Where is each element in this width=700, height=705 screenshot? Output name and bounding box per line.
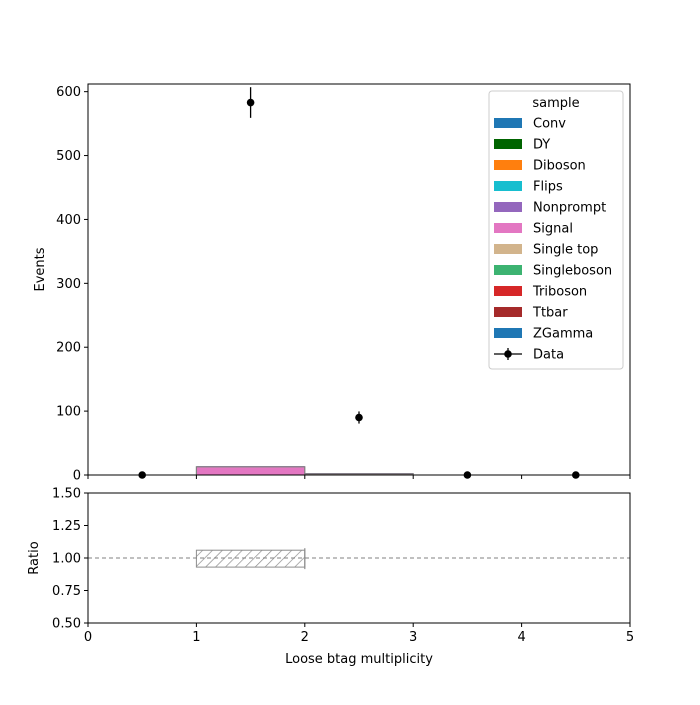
legend-swatch-conv	[494, 118, 522, 128]
x-tick-label: 1	[192, 630, 200, 645]
legend-box	[488, 90, 624, 370]
legend-swatch-single-top	[494, 244, 522, 254]
legend-label-singleboson: Singleboson	[533, 264, 612, 279]
stack-bar-signal	[196, 467, 305, 475]
legend-swatch-triboson	[494, 286, 522, 296]
legend-label-dy: DY	[533, 138, 550, 153]
legend-title: sample	[532, 96, 579, 111]
legend-label-single-top: Single top	[533, 243, 598, 258]
ratio-y-axis-label: Ratio	[27, 541, 42, 574]
stack-total-outline	[304, 473, 414, 475]
main-y-tick-label: 400	[56, 213, 81, 228]
ratio-x-ticks: 0 1 2 3 4 5	[84, 623, 634, 645]
x-tick-label: 5	[626, 630, 634, 645]
ratio-uncertainty-band	[195, 548, 306, 570]
x-axis-label: Loose btag multiplicity	[285, 652, 433, 667]
legend-label-data: Data	[533, 348, 564, 363]
legend-label-diboson: Diboson	[533, 159, 586, 174]
legend-swatch-data	[504, 350, 512, 358]
data-point	[246, 98, 255, 107]
main-y-tick-label: 0	[73, 469, 81, 484]
legend-swatch-singleboson	[494, 265, 522, 275]
main-y-tick-label: 200	[56, 341, 81, 356]
ratio-y-tick-label: 1.50	[52, 487, 81, 502]
legend-swatch-ttbar	[494, 307, 522, 317]
ratio-y-tick-label: 1.00	[52, 552, 81, 567]
ratio-y-ticks: 0.50 0.75 1.00 1.25 1.50	[52, 487, 88, 632]
legend-swatch-dy	[494, 139, 522, 149]
legend-label-conv: Conv	[533, 117, 566, 132]
main-panel-frame	[87, 83, 631, 476]
main-y-tick-label: 300	[56, 277, 81, 292]
main-stack-bars	[195, 466, 414, 475]
x-tick-label: 0	[84, 630, 92, 645]
ratio-y-tick-label: 0.75	[52, 584, 81, 599]
legend-swatch-signal	[494, 223, 522, 233]
main-x-ticks	[87, 475, 631, 479]
main-y-ticks: 0 100 200 300 400 500 600	[56, 85, 88, 484]
main-y-axis-label: Events	[33, 247, 48, 291]
legend-swatch-flips	[494, 181, 522, 191]
legend-label-signal: Signal	[533, 222, 573, 237]
legend-swatch-zgamma	[494, 328, 522, 338]
legend-label-triboson: Triboson	[532, 285, 587, 300]
legend-label-flips: Flips	[533, 180, 563, 195]
main-y-tick-label: 600	[56, 85, 81, 100]
legend-label-nonprompt: Nonprompt	[533, 201, 606, 216]
x-tick-label: 4	[517, 630, 525, 645]
x-tick-label: 2	[301, 630, 309, 645]
ratio-band-hatch	[195, 549, 306, 568]
stack-total-outline	[195, 466, 306, 475]
x-tick-label: 3	[409, 630, 417, 645]
legend-swatch-diboson	[494, 160, 522, 170]
legend-swatch-nonprompt	[494, 202, 522, 212]
data-point	[355, 413, 363, 422]
legend-label-zgamma: ZGamma	[533, 327, 593, 342]
main-y-tick-label: 100	[56, 405, 81, 420]
legend: sample Conv DY Diboson Flips Nonprompt Signal…	[488, 90, 624, 370]
legend-label-ttbar: Ttbar	[532, 306, 568, 321]
ratio-panel-frame	[87, 492, 631, 624]
main-y-tick-label: 500	[56, 149, 81, 164]
ratio-y-tick-label: 1.25	[52, 519, 81, 534]
ratio-y-tick-label: 0.50	[52, 617, 81, 632]
